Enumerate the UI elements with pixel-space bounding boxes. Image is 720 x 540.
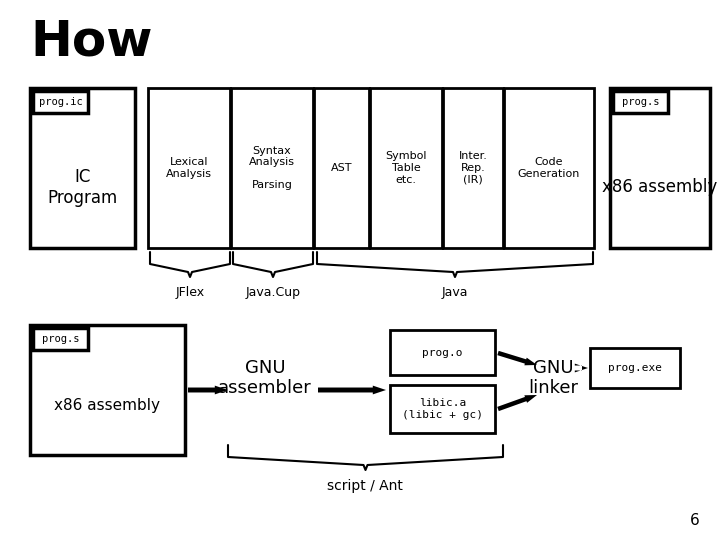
FancyArrow shape — [498, 351, 537, 365]
Bar — [390, 385, 495, 433]
FancyArrow shape — [188, 386, 228, 394]
FancyArrow shape — [498, 395, 537, 411]
Bar — [30, 88, 135, 248]
Bar — [33, 328, 88, 350]
Text: x86 assembly: x86 assembly — [603, 178, 718, 196]
Text: prog.ic: prog.ic — [39, 97, 82, 107]
Text: Java: Java — [442, 286, 468, 299]
Bar — [370, 88, 442, 248]
FancyArrow shape — [318, 386, 386, 394]
Bar — [443, 88, 503, 248]
Text: prog.exe: prog.exe — [608, 363, 662, 373]
Text: GNU
assembler: GNU assembler — [218, 359, 312, 397]
Text: prog.s: prog.s — [622, 97, 660, 107]
Bar — [314, 88, 369, 248]
Text: Syntax
Analysis

Parsing: Syntax Analysis Parsing — [249, 146, 295, 191]
Bar — [390, 330, 495, 375]
FancyArrow shape — [575, 363, 588, 373]
Text: How: How — [30, 18, 153, 66]
Bar — [231, 88, 313, 248]
Bar — [613, 91, 668, 113]
Text: Symbol
Table
etc.: Symbol Table etc. — [385, 151, 427, 185]
Text: prog.s: prog.s — [42, 334, 79, 344]
Text: GNU
linker: GNU linker — [528, 359, 578, 397]
Bar — [33, 91, 88, 113]
Text: 6: 6 — [690, 513, 700, 528]
Text: Lexical
Analysis: Lexical Analysis — [166, 157, 212, 179]
Bar — [590, 348, 680, 388]
Bar — [30, 325, 185, 455]
Text: libic.a
(libic + gc): libic.a (libic + gc) — [402, 398, 483, 420]
Bar — [148, 88, 230, 248]
Text: AST: AST — [330, 163, 352, 173]
Text: Code
Generation: Code Generation — [518, 157, 580, 179]
Text: script / Ant: script / Ant — [327, 479, 403, 493]
Text: Java.Cup: Java.Cup — [246, 286, 300, 299]
Bar — [610, 88, 710, 248]
Text: prog.o: prog.o — [422, 348, 463, 357]
Text: JFlex: JFlex — [176, 286, 204, 299]
Bar — [504, 88, 594, 248]
Text: IC
Program: IC Program — [48, 168, 117, 207]
Text: Inter.
Rep.
(IR): Inter. Rep. (IR) — [459, 151, 487, 185]
Text: x86 assembly: x86 assembly — [55, 398, 161, 413]
